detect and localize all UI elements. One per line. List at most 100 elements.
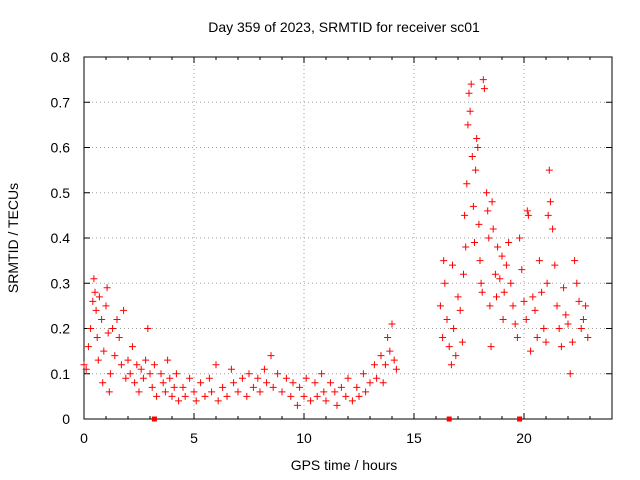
data-point (296, 383, 304, 391)
data-point (91, 288, 99, 296)
data-point (344, 374, 352, 382)
data-point (392, 365, 400, 373)
data-point (320, 388, 328, 396)
data-point (544, 211, 552, 219)
data-point (522, 315, 530, 323)
data-point (543, 279, 551, 287)
zero-point (517, 416, 523, 422)
data-point (157, 370, 165, 378)
data-point (473, 134, 481, 142)
data-point (111, 352, 119, 360)
data-point (168, 392, 176, 400)
data-point (475, 220, 483, 228)
data-point (523, 207, 531, 215)
data-point (460, 270, 467, 278)
data-point (245, 370, 253, 378)
data-point (471, 239, 478, 247)
data-point (388, 320, 396, 328)
data-point (331, 388, 339, 396)
data-point (300, 392, 308, 400)
data-point (579, 315, 587, 323)
data-point (282, 374, 290, 382)
data-point (186, 374, 194, 382)
data-point (153, 392, 161, 400)
data-point (128, 343, 136, 351)
data-point (500, 288, 508, 296)
data-point (80, 361, 88, 369)
data-point (89, 297, 97, 305)
data-point (485, 234, 493, 242)
y-tick-label: 0.8 (51, 49, 71, 65)
data-point (557, 343, 565, 351)
data-point (192, 397, 200, 405)
data-point (476, 257, 484, 265)
data-point (93, 334, 101, 342)
data-point (484, 207, 492, 215)
data-point (115, 334, 123, 342)
data-point (179, 383, 187, 391)
data-point (373, 374, 381, 382)
x-tick-label: 15 (406, 430, 422, 446)
data-point (568, 338, 576, 346)
data-point (355, 392, 363, 400)
gridlines (84, 57, 612, 419)
data-point (509, 302, 517, 310)
data-point (362, 388, 370, 396)
data-point (131, 379, 139, 387)
data-point (488, 198, 496, 206)
data-point (461, 211, 469, 219)
data-point (99, 379, 107, 387)
data-point (564, 320, 572, 328)
data-point (498, 252, 506, 260)
data-point (546, 198, 554, 206)
data-point (122, 374, 130, 382)
data-point (496, 275, 504, 283)
data-point (527, 347, 535, 355)
data-point (499, 315, 507, 323)
zero-point (151, 416, 157, 422)
data-point (456, 306, 464, 314)
data-point (377, 352, 385, 360)
data-point (106, 370, 114, 378)
data-point (462, 243, 470, 251)
data-point (370, 361, 378, 369)
data-point (102, 302, 110, 310)
y-axis-label: SRMTID / TECUs (5, 183, 21, 293)
data-point (274, 370, 282, 378)
data-point (318, 370, 326, 378)
data-point (302, 374, 310, 382)
data-point (562, 311, 570, 319)
data-point (529, 293, 537, 301)
data-point (256, 388, 264, 396)
data-point (533, 334, 541, 342)
data-point (289, 379, 297, 387)
data-point (82, 365, 90, 373)
data-point (311, 379, 319, 387)
x-tick-label: 20 (516, 430, 532, 446)
data-point (553, 302, 561, 310)
data-point (87, 325, 95, 332)
data-point (491, 270, 499, 278)
data-point (135, 388, 143, 396)
data-point (100, 347, 108, 355)
data-point (468, 153, 476, 161)
data-point (542, 338, 550, 346)
data-point (489, 225, 497, 233)
data-point (535, 257, 543, 265)
data-point (366, 379, 374, 387)
data-point (164, 356, 172, 364)
data-point (479, 76, 487, 84)
data-point (551, 261, 559, 269)
y-tick-label: 0.5 (51, 185, 71, 201)
data-point (144, 325, 152, 332)
y-axis-ticks: 0 0.1 0.2 0.3 0.4 0.5 0.6 0.7 0.8 (51, 49, 612, 427)
data-point (524, 211, 532, 219)
data-point (212, 361, 220, 369)
y-tick-label: 0.4 (51, 230, 71, 246)
data-point (381, 361, 389, 369)
data-point (278, 388, 286, 396)
data-point (505, 239, 513, 247)
data-point (573, 279, 581, 287)
data-point (450, 325, 458, 332)
data-point (386, 347, 394, 355)
